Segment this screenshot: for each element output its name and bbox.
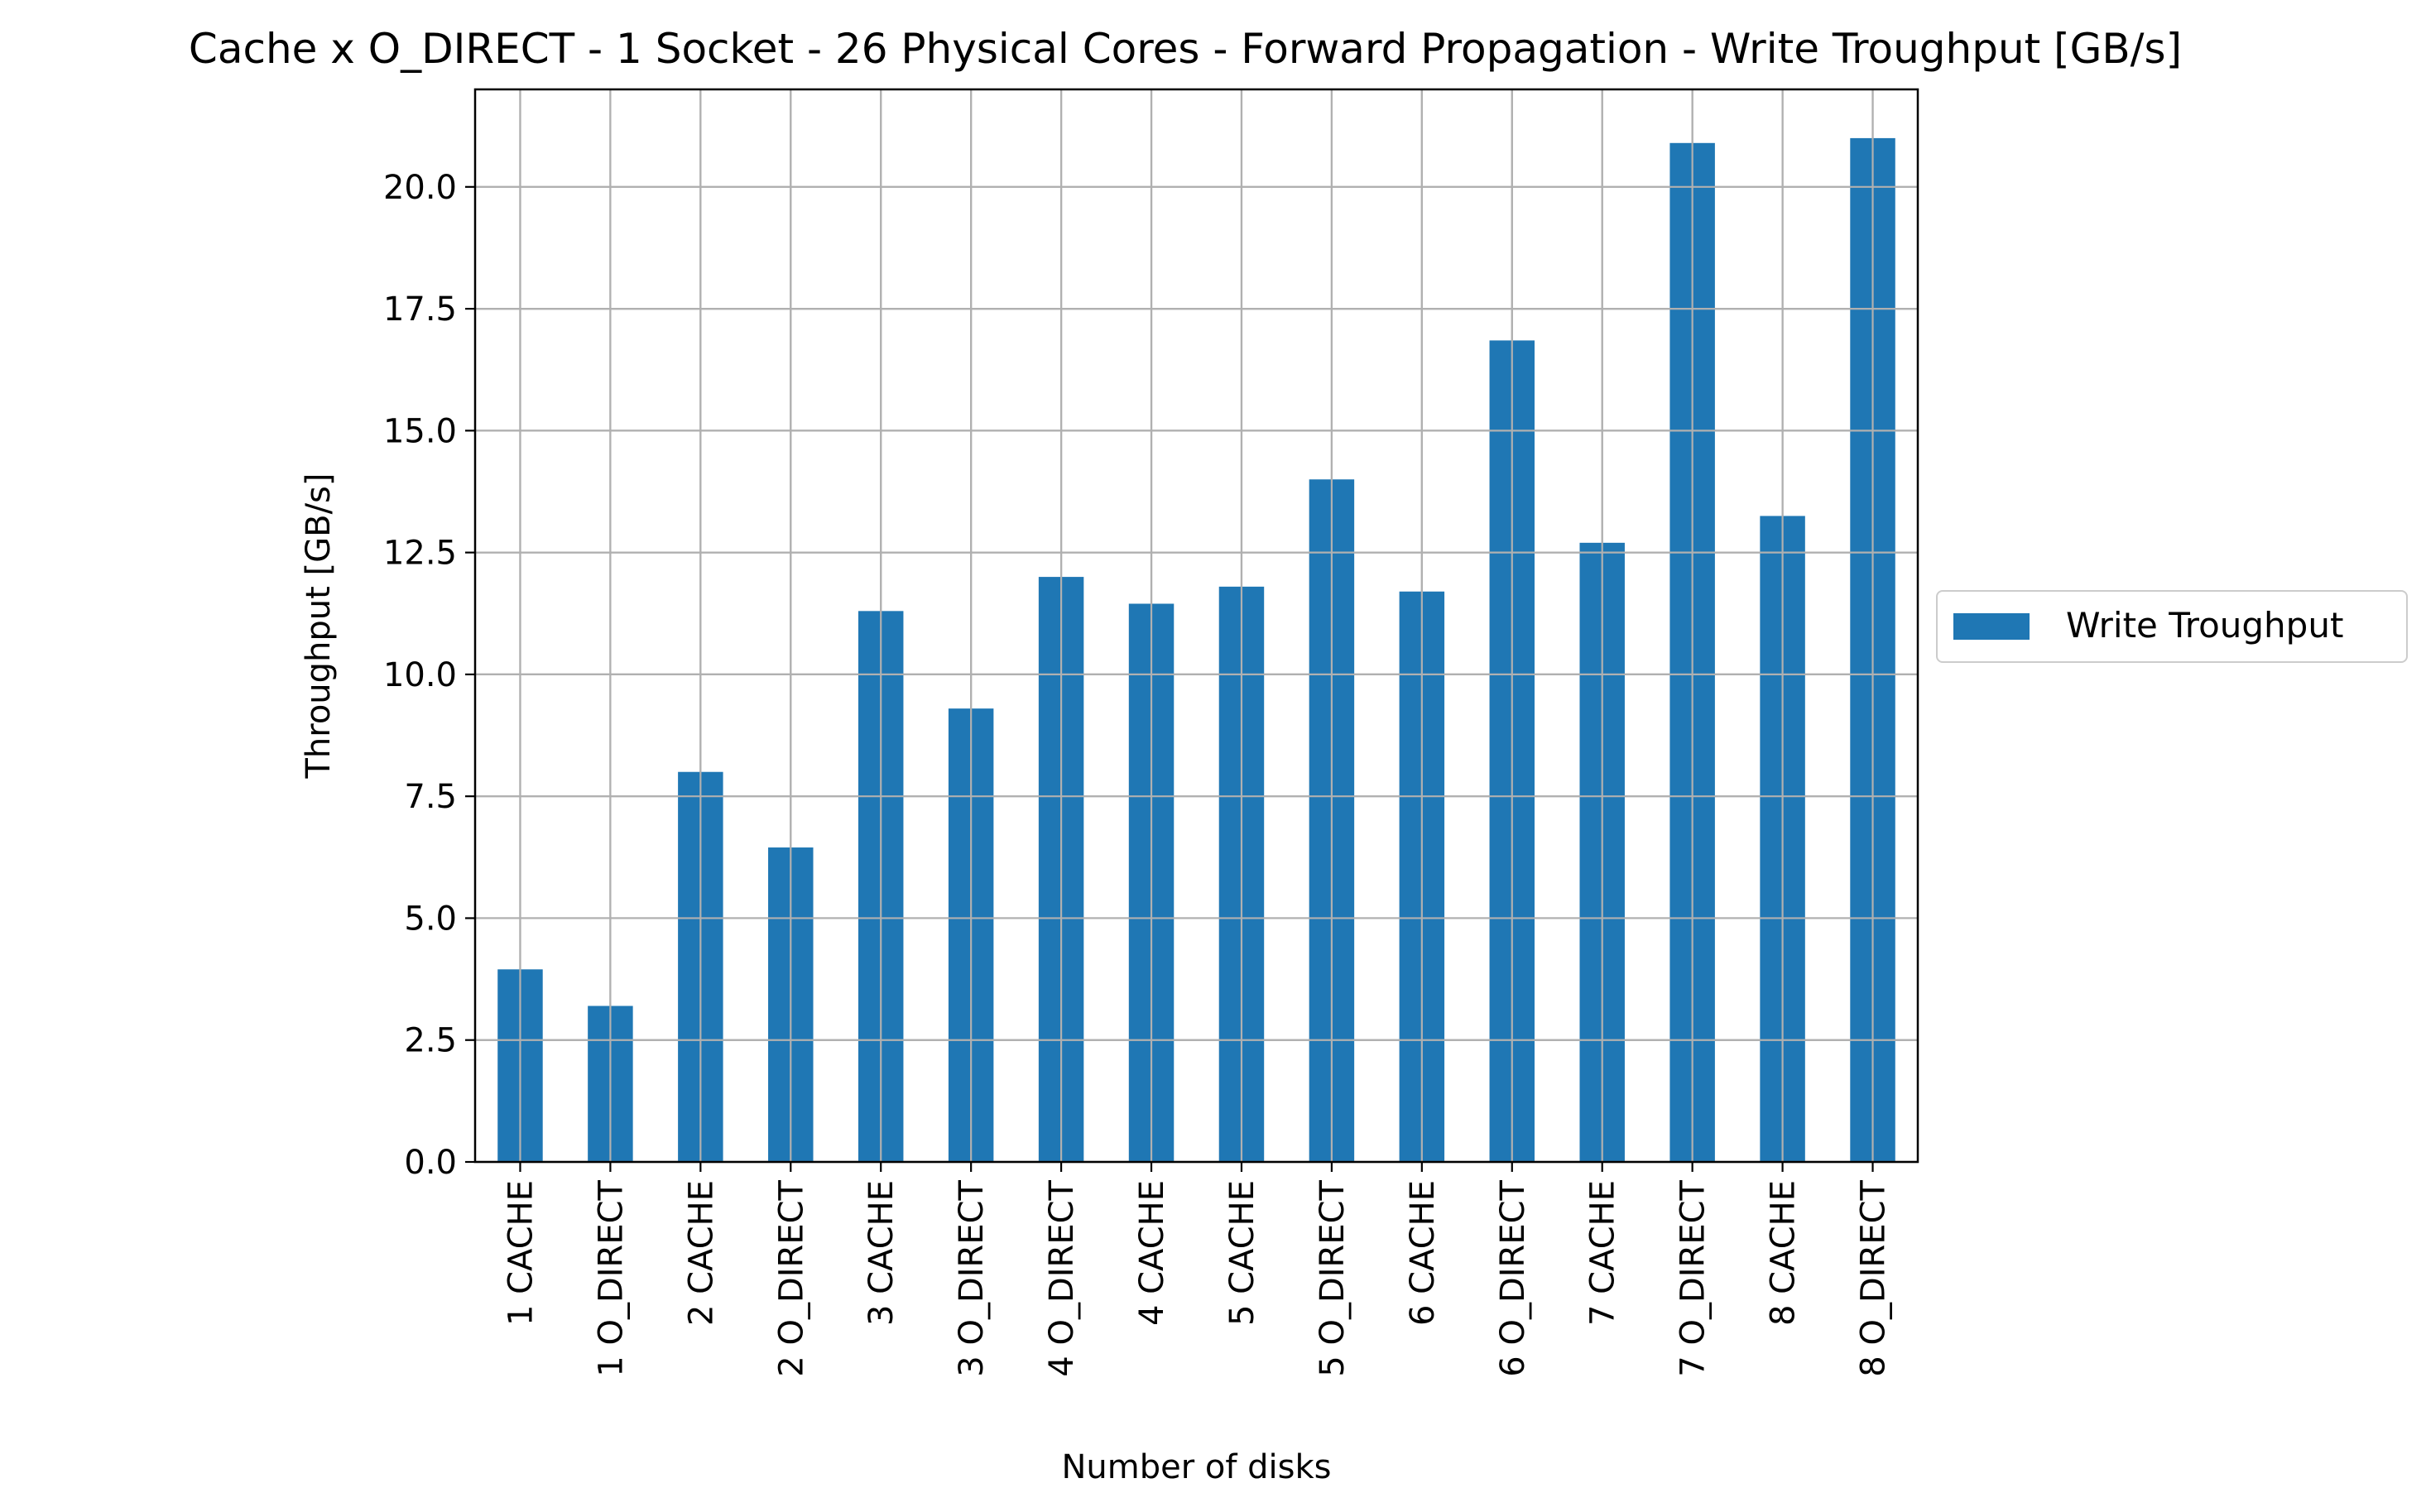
x-tick-label: 3 CACHE [862, 1180, 901, 1326]
x-tick-label: 4 O_DIRECT [1043, 1179, 1081, 1376]
plot-area-frame [473, 88, 1919, 1164]
x-tick-label: 8 O_DIRECT [1855, 1179, 1893, 1376]
y-axis-label: Throughput [GB/s] [300, 473, 338, 779]
x-axis: 1 CACHE 1 O_DIRECT 2 CACHE 2 O_DIRECT 3 CACH… [502, 1162, 1893, 1377]
x-tick-label: 1 O_DIRECT [592, 1179, 630, 1376]
y-axis: 0.0 2.5 5.0 7.5 10.0 12.5 15.0 17.5 20.0 [383, 169, 475, 1182]
y-tick-label: 12.5 [383, 535, 457, 573]
bars [497, 137, 1895, 1163]
x-tick-label: 7 O_DIRECT [1674, 1179, 1713, 1376]
x-tick-label: 1 CACHE [502, 1180, 540, 1326]
x-tick-label: 3 O_DIRECT [953, 1179, 991, 1376]
y-tick-label: 5.0 [404, 900, 457, 938]
x-tick-label: 2 O_DIRECT [772, 1179, 810, 1376]
x-tick-label: 8 CACHE [1765, 1180, 1803, 1326]
y-tick-label: 15.0 [383, 412, 457, 450]
x-tick-label: 7 CACHE [1584, 1180, 1622, 1326]
y-tick-label: 10.0 [383, 656, 457, 694]
x-axis-label: Number of disks [1061, 1448, 1331, 1486]
x-tick-label: 4 CACHE [1133, 1180, 1171, 1326]
legend: Write Troughput [1936, 590, 2408, 663]
grid-overlay [475, 89, 1918, 1164]
y-tick-label: 17.5 [383, 290, 457, 329]
chart-title: Cache x O_DIRECT - 1 Socket - 26 Physica… [189, 25, 2182, 73]
x-tick-label: 5 CACHE [1223, 1180, 1261, 1326]
y-tick-label: 2.5 [404, 1022, 457, 1060]
x-tick-label: 6 O_DIRECT [1494, 1179, 1532, 1376]
legend-box [1936, 590, 2408, 663]
legend-label: Write Troughput [2066, 605, 2343, 646]
x-tick-label: 2 CACHE [682, 1180, 720, 1326]
y-tick-label: 7.5 [404, 778, 457, 816]
y-tick-label: 20.0 [383, 169, 457, 207]
x-tick-label: 6 CACHE [1404, 1180, 1442, 1326]
y-tick-label: 0.0 [404, 1144, 457, 1182]
x-tick-label: 5 O_DIRECT [1314, 1179, 1352, 1376]
legend-swatch [1953, 613, 2030, 640]
